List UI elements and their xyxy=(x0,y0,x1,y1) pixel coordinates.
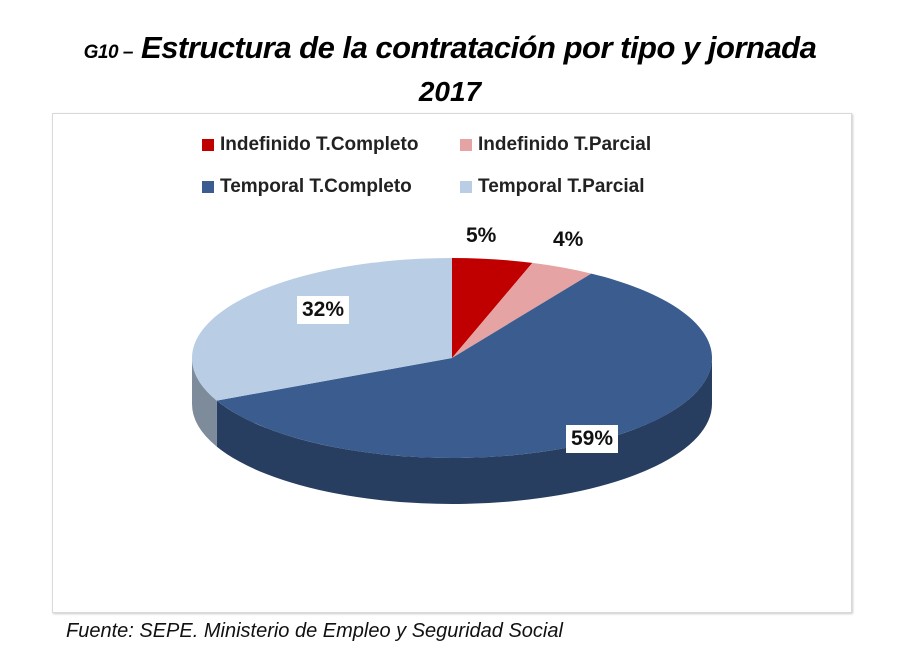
legend-swatch xyxy=(202,139,214,151)
legend-label: Indefinido T.Parcial xyxy=(478,134,652,155)
title-text: Estructura de la contratación por tipo y… xyxy=(141,30,817,65)
chart-title: G10 – Estructura de la contratación por … xyxy=(0,30,900,66)
data-label: 5% xyxy=(466,224,497,247)
legend-item: Indefinido T.Parcial xyxy=(460,134,651,156)
legend-item: Temporal T.Parcial xyxy=(460,176,645,198)
title-prefix: G10 – xyxy=(83,42,134,63)
pie-slice-side xyxy=(216,358,712,504)
legend-label: Indefinido T.Completo xyxy=(220,134,419,155)
legend-label: Temporal T.Completo xyxy=(220,176,412,197)
source-note: Fuente: SEPE. Ministerio de Empleo y Seg… xyxy=(66,620,563,642)
chart-subtitle: 2017 xyxy=(418,76,482,107)
data-label: 59% xyxy=(566,425,619,453)
pie-slice-temporal-t-completo xyxy=(216,273,712,459)
legend-swatch xyxy=(202,181,214,193)
data-label: 4% xyxy=(553,228,584,251)
legend-item: Temporal T.Completo xyxy=(202,176,412,198)
legend-label: Temporal T.Parcial xyxy=(478,176,645,197)
legend-swatch xyxy=(460,181,472,193)
chart-frame xyxy=(52,113,852,613)
pie-slice-side xyxy=(192,358,217,447)
pie-slice-indefinido-t-parcial xyxy=(452,262,592,358)
pie-slice-temporal-t-parcial xyxy=(191,258,452,401)
legend-swatch xyxy=(460,139,472,151)
legend-item: Indefinido T.Completo xyxy=(202,134,418,156)
data-label: 32% xyxy=(297,296,350,324)
pie-slice-indefinido-t-completo xyxy=(452,258,533,358)
